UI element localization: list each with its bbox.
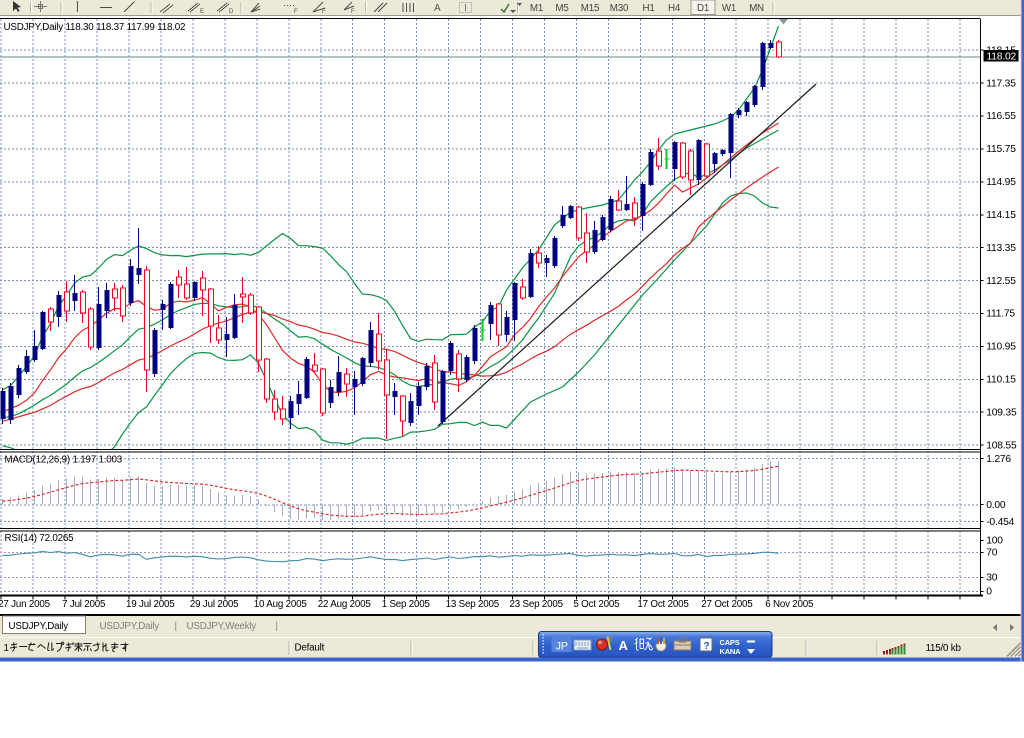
svg-text:100: 100 xyxy=(986,536,1003,547)
svg-text:E: E xyxy=(200,9,204,15)
svg-text:5 Oct 2005: 5 Oct 2005 xyxy=(573,599,620,610)
svg-text:MACD(12,26,9) 1.197 1.003: MACD(12,26,9) 1.197 1.003 xyxy=(5,455,123,466)
svg-text:F: F xyxy=(294,9,298,15)
svg-text:F: F xyxy=(322,9,326,15)
svg-text:MN: MN xyxy=(749,3,764,14)
svg-text:USDJPY,Daily 118.30 118.37 11: USDJPY,Daily 118.30 118.37 117.99 118.02 xyxy=(4,22,186,33)
svg-text:1: 1 xyxy=(4,643,9,654)
svg-text:114.95: 114.95 xyxy=(986,177,1016,188)
svg-text:0: 0 xyxy=(986,587,992,598)
svg-text:118.02: 118.02 xyxy=(987,51,1017,62)
svg-text:110.95: 110.95 xyxy=(986,342,1016,353)
svg-text:70: 70 xyxy=(986,548,998,559)
svg-text:-0.454: -0.454 xyxy=(986,517,1014,528)
svg-text:RSI(14) 72.0265: RSI(14) 72.0265 xyxy=(5,533,75,544)
svg-text:M5: M5 xyxy=(555,3,569,14)
svg-text:H1: H1 xyxy=(642,3,654,14)
svg-text:JP: JP xyxy=(556,641,568,653)
svg-text:27 Oct 2005: 27 Oct 2005 xyxy=(701,599,753,610)
svg-text:D1: D1 xyxy=(697,3,709,14)
svg-text:110.15: 110.15 xyxy=(986,375,1016,386)
svg-text:17 Oct 2005: 17 Oct 2005 xyxy=(637,599,689,610)
svg-text:108.55: 108.55 xyxy=(986,440,1017,451)
svg-text:1 Sep 2005: 1 Sep 2005 xyxy=(382,599,431,610)
svg-text:M30: M30 xyxy=(610,3,629,14)
svg-text:10 Aug 2005: 10 Aug 2005 xyxy=(254,599,308,610)
svg-text:M1: M1 xyxy=(530,3,543,14)
svg-text:23 Sep 2005: 23 Sep 2005 xyxy=(510,599,564,610)
svg-text:113.35: 113.35 xyxy=(986,243,1016,254)
svg-text:112.55: 112.55 xyxy=(986,276,1016,287)
svg-text:117.35: 117.35 xyxy=(986,78,1016,89)
svg-text:115/0 kb: 115/0 kb xyxy=(926,643,962,654)
svg-text:114.15: 114.15 xyxy=(986,210,1016,221)
svg-text:USDJPY,Daily: USDJPY,Daily xyxy=(9,621,69,632)
svg-text:27 Jun 2005: 27 Jun 2005 xyxy=(0,599,51,610)
svg-text:109.35: 109.35 xyxy=(986,407,1017,418)
svg-text:29 Jul 2005: 29 Jul 2005 xyxy=(190,599,239,610)
svg-text:0.00: 0.00 xyxy=(986,500,1006,511)
svg-text:F: F xyxy=(351,9,355,15)
svg-text:|: | xyxy=(276,621,278,632)
svg-text:D: D xyxy=(229,9,234,15)
svg-text:A: A xyxy=(619,638,629,653)
svg-text:115.75: 115.75 xyxy=(986,144,1016,155)
svg-text:22 Aug 2005: 22 Aug 2005 xyxy=(318,599,372,610)
svg-text:7 Jul 2005: 7 Jul 2005 xyxy=(62,599,106,610)
svg-text:KANA: KANA xyxy=(720,647,742,656)
svg-text:19 Jul 2005: 19 Jul 2005 xyxy=(126,599,175,610)
svg-text:1.276: 1.276 xyxy=(986,454,1011,465)
svg-text:Default: Default xyxy=(295,643,325,654)
svg-text:?: ? xyxy=(704,641,710,652)
svg-text:H4: H4 xyxy=(668,3,681,14)
svg-text:USDJPY,Weekly: USDJPY,Weekly xyxy=(187,621,257,632)
svg-text:111.75: 111.75 xyxy=(986,309,1015,320)
svg-text:M15: M15 xyxy=(581,3,600,14)
svg-text:USDJPY,Daily: USDJPY,Daily xyxy=(100,621,160,632)
svg-text:W1: W1 xyxy=(722,3,736,14)
svg-text:6 Nov 2005: 6 Nov 2005 xyxy=(765,599,814,610)
svg-text:CAPS: CAPS xyxy=(720,638,740,647)
svg-text:A: A xyxy=(434,3,441,14)
svg-text:13 Sep 2005: 13 Sep 2005 xyxy=(446,599,500,610)
svg-text:30: 30 xyxy=(986,573,998,584)
svg-text:116.55: 116.55 xyxy=(986,111,1016,122)
svg-text:|: | xyxy=(175,621,177,632)
